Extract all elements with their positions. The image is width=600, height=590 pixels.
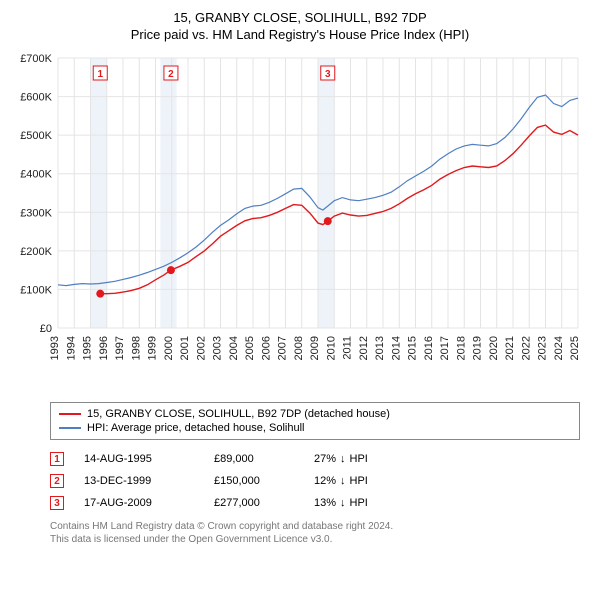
event-marker: 2 [50,474,64,488]
svg-text:1994: 1994 [65,336,77,360]
svg-text:2017: 2017 [439,336,451,360]
svg-text:2005: 2005 [244,336,256,360]
legend-swatch [59,413,81,415]
event-hpi: 27%↓HPI [314,453,368,465]
svg-text:2010: 2010 [325,336,337,360]
svg-text:£700K: £700K [20,53,52,65]
svg-text:2019: 2019 [472,336,484,360]
event-row: 1 14-AUG-1995 £89,000 27%↓HPI [50,448,580,470]
svg-text:£100K: £100K [20,284,52,296]
legend-swatch [59,427,81,429]
svg-text:3: 3 [325,69,331,80]
event-marker: 1 [50,452,64,466]
svg-text:2021: 2021 [504,336,516,360]
svg-text:2011: 2011 [342,336,354,360]
legend: 15, GRANBY CLOSE, SOLIHULL, B92 7DP (det… [50,402,580,440]
svg-text:2012: 2012 [358,336,370,360]
svg-text:1: 1 [97,69,103,80]
svg-text:1998: 1998 [130,336,142,360]
svg-text:2018: 2018 [455,336,467,360]
svg-text:2004: 2004 [228,336,240,360]
legend-label: HPI: Average price, detached house, Soli… [87,422,305,434]
event-table: 1 14-AUG-1995 £89,000 27%↓HPI 2 13-DEC-1999 £1… [50,448,580,514]
event-hpi: 13%↓HPI [314,497,368,509]
svg-text:1996: 1996 [98,336,110,360]
svg-text:£300K: £300K [20,207,52,219]
event-hpi: 12%↓HPI [314,475,368,487]
svg-text:2006: 2006 [260,336,272,360]
legend-item: HPI: Average price, detached house, Soli… [59,422,571,434]
svg-text:1999: 1999 [147,336,159,360]
svg-text:2013: 2013 [374,336,386,360]
attribution-line2: This data is licensed under the Open Gov… [50,533,580,546]
svg-text:1993: 1993 [49,336,61,360]
svg-text:2007: 2007 [277,336,289,360]
svg-text:2002: 2002 [195,336,207,360]
svg-text:2016: 2016 [423,336,435,360]
svg-text:2022: 2022 [520,336,532,360]
event-date: 14-AUG-1995 [84,453,194,465]
down-arrow-icon: ↓ [340,497,346,509]
svg-text:£200K: £200K [20,246,52,258]
event-row: 3 17-AUG-2009 £277,000 13%↓HPI [50,492,580,514]
event-row: 2 13-DEC-1999 £150,000 12%↓HPI [50,470,580,492]
legend-item: 15, GRANBY CLOSE, SOLIHULL, B92 7DP (det… [59,408,571,420]
svg-text:2023: 2023 [537,336,549,360]
svg-text:2020: 2020 [488,336,500,360]
event-date: 13-DEC-1999 [84,475,194,487]
down-arrow-icon: ↓ [340,453,346,465]
svg-text:£500K: £500K [20,130,52,142]
svg-text:2000: 2000 [163,336,175,360]
attribution-line1: Contains HM Land Registry data © Crown c… [50,520,580,533]
event-marker: 3 [50,496,64,510]
event-price: £150,000 [214,475,294,487]
chart-subtitle: Price paid vs. HM Land Registry's House … [12,27,588,42]
svg-text:2003: 2003 [212,336,224,360]
svg-text:2015: 2015 [407,336,419,360]
event-price: £89,000 [214,453,294,465]
svg-text:£400K: £400K [20,169,52,181]
svg-text:£0: £0 [40,323,52,335]
attribution: Contains HM Land Registry data © Crown c… [50,520,580,546]
svg-text:2025: 2025 [569,336,581,360]
event-price: £277,000 [214,497,294,509]
svg-text:2009: 2009 [309,336,321,360]
svg-text:2024: 2024 [553,336,565,360]
svg-text:1995: 1995 [82,336,94,360]
svg-text:2: 2 [168,69,174,80]
event-date: 17-AUG-2009 [84,497,194,509]
chart-area: £0 £100K £200K £300K £400K £500K £600K £700K 199… [12,52,588,394]
line-chart-svg: £0 £100K £200K £300K £400K £500K £600K £700K 199… [12,52,588,394]
svg-text:2014: 2014 [390,336,402,360]
svg-text:2001: 2001 [179,336,191,360]
svg-text:2008: 2008 [293,336,305,360]
svg-text:£600K: £600K [20,92,52,104]
down-arrow-icon: ↓ [340,475,346,487]
legend-label: 15, GRANBY CLOSE, SOLIHULL, B92 7DP (det… [87,408,390,420]
svg-text:1997: 1997 [114,336,126,360]
chart-title: 15, GRANBY CLOSE, SOLIHULL, B92 7DP [12,10,588,25]
